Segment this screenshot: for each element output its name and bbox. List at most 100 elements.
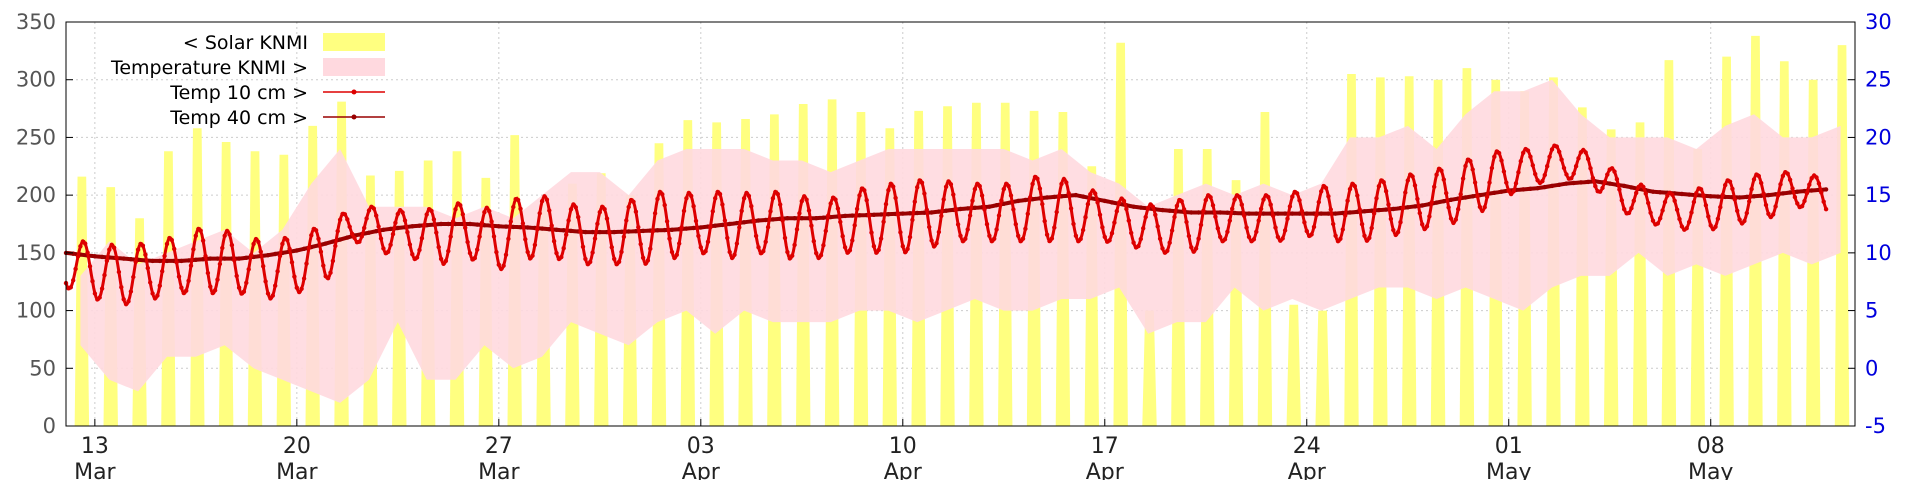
temp-10cm-point	[111, 245, 117, 250]
temp-10cm-point	[1677, 216, 1682, 222]
temp-10cm-point	[1646, 200, 1651, 206]
temp-40cm-point	[756, 218, 761, 223]
temp-10cm-point	[335, 228, 340, 234]
axis-layer: 050100150200250300350-505101520253013Mar…	[16, 10, 1892, 480]
temp-10cm-point	[1792, 194, 1798, 200]
temp-10cm-point	[482, 210, 487, 215]
temp-10cm-point	[1114, 209, 1120, 214]
temp-40cm-point	[1052, 194, 1057, 200]
temp-10cm-point	[1799, 204, 1805, 209]
temp-10cm-point	[402, 218, 408, 223]
temp-10cm-point	[1441, 177, 1447, 182]
temp-10cm-point	[823, 228, 828, 234]
temp-10cm-point	[97, 295, 102, 300]
temp-10cm-point	[970, 198, 975, 203]
temp-40cm-point	[1578, 180, 1584, 185]
x-tick-month: Apr	[682, 460, 721, 480]
temp-10cm-point	[1821, 199, 1826, 204]
temp-40cm-point	[561, 228, 566, 233]
x-tick-date: 27	[485, 434, 513, 459]
temp-10cm-point	[1311, 224, 1317, 230]
temp-10cm-point	[770, 196, 776, 201]
temp-10cm-point	[1013, 222, 1018, 227]
temp-10cm-point	[852, 223, 857, 228]
temp-10cm-point	[1201, 208, 1206, 213]
temp-10cm-point	[1475, 194, 1480, 199]
temp-10cm-point	[794, 227, 800, 232]
legend-swatch-temperature	[323, 58, 385, 76]
temp-10cm-point	[133, 259, 138, 264]
temp-10cm-point	[1593, 183, 1598, 189]
temp-10cm-point	[1155, 224, 1160, 229]
temp-40cm-point	[1319, 211, 1324, 216]
temp-10cm-point	[595, 221, 600, 226]
temp-10cm-point	[1100, 225, 1105, 230]
temp-10cm-point	[1816, 181, 1822, 186]
temp-10cm-point	[1525, 148, 1531, 153]
temp-10cm-point	[741, 196, 747, 201]
temp-40cm-point	[1823, 187, 1829, 192]
temp-10cm-point	[475, 247, 480, 252]
temp-10cm-point	[208, 284, 213, 289]
right-tick-label: 10	[1865, 241, 1892, 265]
temp-10cm-point	[150, 291, 155, 296]
temp-10cm-point	[1359, 222, 1365, 227]
temp-40cm-point	[1073, 192, 1079, 198]
temp-10cm-point	[232, 258, 237, 263]
temp-10cm-point	[588, 259, 593, 265]
solar-day-38	[1142, 310, 1157, 426]
temp-10cm-point	[1059, 181, 1064, 187]
temperature-band	[80, 79, 1841, 403]
legend-swatch-solar	[323, 33, 385, 51]
temp-40cm-point	[1167, 208, 1172, 213]
temp-40cm-point	[741, 220, 747, 225]
temp-40cm-point	[857, 213, 862, 218]
temp-10cm-point	[833, 197, 838, 202]
temp-10cm-point	[751, 218, 756, 224]
temp-10cm-point	[249, 252, 254, 258]
temp-10cm-point	[1088, 192, 1093, 197]
temp-10cm-point	[1698, 187, 1704, 192]
temp-10cm-point	[1629, 206, 1634, 211]
temp-10cm-point	[438, 256, 444, 262]
temp-10cm-point	[349, 231, 355, 236]
temp-40cm-point	[1391, 206, 1396, 212]
temp-40cm-point	[900, 211, 905, 216]
temp-40cm-point	[150, 258, 155, 264]
x-tick-date: 10	[889, 434, 917, 459]
temp-10cm-point	[778, 202, 783, 207]
temp-10cm-point	[737, 225, 742, 230]
temp-10cm-point	[1703, 203, 1709, 208]
temp-10cm-point	[1340, 227, 1346, 232]
temp-10cm-point	[931, 244, 937, 249]
temp-10cm-point	[1222, 237, 1228, 242]
temp-10cm-point	[753, 233, 759, 239]
solar-day-44	[1315, 310, 1330, 426]
temp-10cm-point	[626, 204, 631, 210]
temp-10cm-point	[1044, 232, 1050, 237]
temp-10cm-point	[775, 191, 780, 197]
temp-40cm-point	[92, 254, 98, 259]
temp-10cm-point	[515, 197, 521, 203]
temp-10cm-point	[677, 241, 682, 246]
temp-40cm-point	[943, 208, 949, 213]
temp-10cm-point	[1554, 144, 1560, 149]
temp-10cm-point	[102, 272, 107, 278]
temp-10cm-point	[148, 280, 153, 285]
temp-10cm-point	[1008, 193, 1014, 198]
temp-40cm-point	[547, 227, 552, 232]
temp-10cm-point	[655, 196, 660, 202]
temp-10cm-point	[1362, 233, 1367, 238]
temp-10cm-point	[1371, 211, 1377, 216]
temp-10cm-point	[1508, 191, 1514, 197]
temp-40cm-point	[619, 229, 624, 234]
temp-10cm-point	[306, 245, 312, 251]
temp-10cm-point	[1210, 203, 1216, 208]
temp-10cm-point	[1694, 191, 1699, 196]
temp-40cm-point	[1405, 205, 1411, 210]
temp-10cm-point	[1391, 227, 1396, 233]
temp-10cm-point	[227, 232, 232, 237]
temp-10cm-point	[309, 233, 314, 238]
temp-10cm-point	[1477, 204, 1483, 210]
temp-10cm-point	[1338, 236, 1343, 241]
